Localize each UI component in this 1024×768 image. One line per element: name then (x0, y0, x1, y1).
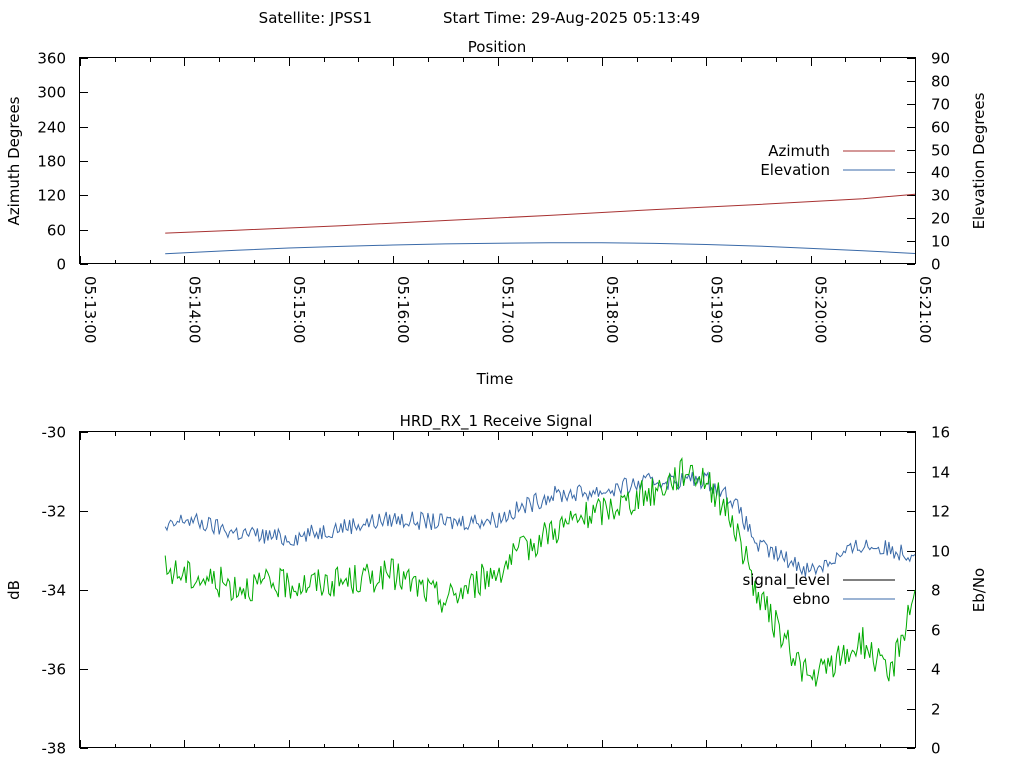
y2-tick-label: 6 (931, 622, 941, 640)
y2-tick-label: 90 (931, 50, 950, 68)
y-tick-label: 180 (37, 153, 66, 171)
legend-ebno-label: ebno (793, 590, 830, 608)
legend-elevation-label: Elevation (760, 161, 830, 179)
y-tick-label: 0 (56, 256, 66, 274)
x-tick-label: 05:18:00 (603, 276, 621, 343)
x-tick-label: 05:17:00 (499, 276, 517, 343)
y2-tick-label: 16 (931, 424, 950, 442)
x-tick-label: 05:14:00 (185, 276, 203, 343)
x-tick-label: 05:19:00 (707, 276, 725, 343)
y2-tick-label: 2 (931, 701, 941, 719)
y-tick-label: -30 (42, 424, 67, 442)
y-tick-label: -38 (42, 740, 67, 758)
y2-tick-label: 60 (931, 119, 950, 137)
y-tick-label: 240 (37, 119, 66, 137)
position-right-axis: 0 10 20 30 40 50 60 70 80 90 (907, 50, 950, 274)
y-tick-label: -36 (42, 661, 67, 679)
series-line-azimuth (165, 193, 916, 234)
y-tick-label: 60 (47, 222, 66, 240)
elevation-axis-label: Elevation Degrees (970, 92, 988, 229)
y2-tick-label: 8 (931, 582, 941, 600)
time-axis-label: Time (476, 370, 514, 388)
y2-tick-label: 40 (931, 164, 950, 182)
y2-tick-label: 4 (931, 661, 941, 679)
position-legend: Azimuth Elevation (760, 142, 895, 179)
position-time-axis: 05:13:00 05:14:00 05:15:00 05:16:00 05:17:00… (80, 58, 934, 343)
satellite-label: Satellite: JPSS1 (259, 9, 372, 27)
y-tick-label: -34 (42, 582, 67, 600)
y2-tick-label: 10 (931, 543, 950, 561)
y-tick-label: 360 (37, 50, 66, 68)
y2-tick-label: 14 (931, 464, 950, 482)
db-axis-label: dB (5, 580, 23, 600)
position-series-group (165, 193, 916, 255)
x-tick-label: 05:20:00 (812, 276, 830, 343)
x-tick-label: 05:13:00 (81, 276, 99, 343)
position-chart-title: Position (468, 38, 526, 56)
y2-tick-label: 80 (931, 73, 950, 91)
y-tick-label: 300 (37, 84, 66, 102)
position-left-axis: 0 60 120 180 240 300 360 (37, 50, 88, 274)
signal-legend: signal_level ebno (742, 571, 895, 608)
y2-tick-label: 70 (931, 96, 950, 114)
signal-chart-title: HRD_RX_1 Receive Signal (400, 412, 593, 431)
y2-tick-label: 10 (931, 233, 950, 251)
series-line-trace-2 (164, 456, 916, 687)
signal-right-axis: 0 2 4 6 8 10 12 14 16 (907, 424, 950, 758)
signal-series-group (164, 456, 916, 687)
y2-tick-label: 50 (931, 142, 950, 160)
signal-left-axis: -38 -36 -34 -32 -30 (42, 424, 88, 758)
signal-time-axis (80, 432, 916, 748)
y-tick-label: -32 (42, 503, 67, 521)
series-line-elevation (165, 242, 916, 255)
y2-tick-label: 20 (931, 210, 950, 228)
position-plot-frame (79, 57, 916, 264)
x-tick-label: 05:15:00 (290, 276, 308, 343)
azimuth-axis-label: Azimuth Degrees (5, 96, 23, 225)
y2-tick-label: 0 (931, 740, 941, 758)
y-tick-label: 120 (37, 187, 66, 205)
y2-tick-label: 0 (931, 256, 941, 274)
x-tick-label: 05:16:00 (394, 276, 412, 343)
y2-tick-label: 12 (931, 503, 950, 521)
signal-plot-frame (79, 431, 916, 748)
legend-azimuth-label: Azimuth (768, 142, 830, 160)
series-line-ebno (164, 471, 916, 577)
start-time-label: Start Time: 29-Aug-2025 05:13:49 (443, 9, 700, 27)
x-tick-label: 05:21:00 (916, 276, 934, 343)
ebno-axis-label: Eb/No (970, 568, 988, 612)
legend-signal-level-label: signal_level (742, 571, 830, 590)
y2-tick-label: 30 (931, 187, 950, 205)
